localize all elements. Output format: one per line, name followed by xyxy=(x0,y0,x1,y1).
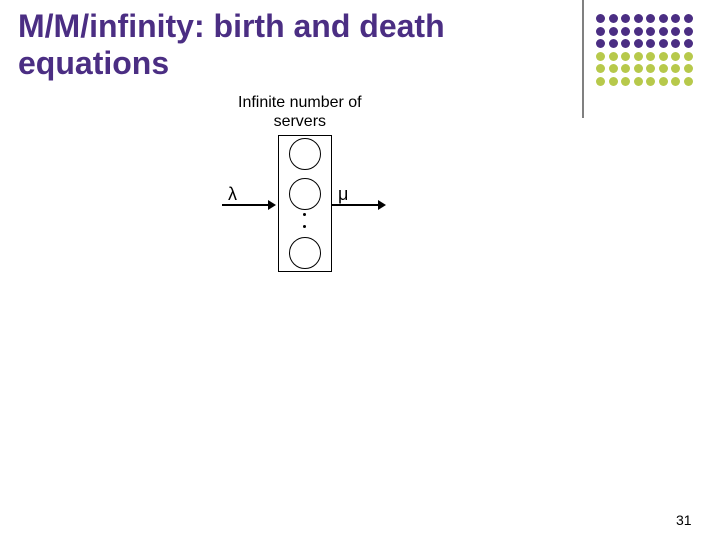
arrow-out-head xyxy=(378,200,386,210)
accent-dot xyxy=(596,77,605,86)
arrow-out-line xyxy=(332,204,380,206)
accent-dot xyxy=(634,39,643,48)
server-circle xyxy=(289,237,321,269)
accent-vertical-line xyxy=(582,0,584,118)
accent-dot xyxy=(621,27,630,36)
accent-dot xyxy=(671,77,680,86)
accent-dot xyxy=(596,27,605,36)
slide-title: M/M/infinity: birth and death equations xyxy=(18,8,445,82)
accent-dot xyxy=(596,64,605,73)
accent-dot xyxy=(646,27,655,36)
title-line1: M/M/infinity: birth and death xyxy=(18,8,445,44)
accent-dot xyxy=(634,64,643,73)
accent-dot xyxy=(634,14,643,23)
accent-dot xyxy=(646,39,655,48)
ellipsis-dot xyxy=(303,213,306,216)
accent-dot xyxy=(646,14,655,23)
arrow-in-line xyxy=(222,204,270,206)
accent-dot xyxy=(646,64,655,73)
accent-dot xyxy=(684,27,693,36)
server-circle xyxy=(289,178,321,210)
accent-dot xyxy=(621,77,630,86)
accent-dot xyxy=(684,64,693,73)
accent-dot xyxy=(621,64,630,73)
subtitle-line1: Infinite number of xyxy=(238,94,362,111)
accent-dot xyxy=(671,39,680,48)
accent-dot xyxy=(671,14,680,23)
ellipsis-dot xyxy=(303,225,306,228)
accent-dot xyxy=(671,64,680,73)
accent-dot-grid xyxy=(596,14,696,89)
mu-label: μ xyxy=(338,184,348,205)
accent-dot xyxy=(609,14,618,23)
accent-dot xyxy=(596,52,605,61)
accent-dot xyxy=(659,39,668,48)
accent-dot xyxy=(646,52,655,61)
accent-dot xyxy=(684,77,693,86)
accent-dot xyxy=(671,52,680,61)
arrow-in-head xyxy=(268,200,276,210)
accent-dot xyxy=(609,52,618,61)
accent-dot xyxy=(609,39,618,48)
lambda-label: λ xyxy=(228,184,237,205)
title-line2: equations xyxy=(18,45,169,81)
accent-dot xyxy=(646,77,655,86)
accent-dot xyxy=(634,77,643,86)
accent-dot xyxy=(684,52,693,61)
accent-dot xyxy=(609,77,618,86)
accent-dot xyxy=(659,52,668,61)
subtitle-line2: servers xyxy=(274,113,326,130)
accent-dot xyxy=(659,14,668,23)
accent-dot xyxy=(659,64,668,73)
accent-dot xyxy=(596,39,605,48)
accent-dot xyxy=(621,52,630,61)
accent-dot xyxy=(659,27,668,36)
accent-dot xyxy=(609,27,618,36)
accent-dot xyxy=(596,14,605,23)
accent-dot xyxy=(684,39,693,48)
accent-dot xyxy=(634,27,643,36)
server-circle xyxy=(289,138,321,170)
accent-dot xyxy=(621,39,630,48)
servers-subtitle: Infinite number of servers xyxy=(238,93,362,131)
accent-dot xyxy=(609,64,618,73)
page-number: 31 xyxy=(676,512,692,528)
accent-dot xyxy=(671,27,680,36)
accent-dot xyxy=(659,77,668,86)
accent-dot xyxy=(634,52,643,61)
accent-dot xyxy=(684,14,693,23)
accent-dot xyxy=(621,14,630,23)
